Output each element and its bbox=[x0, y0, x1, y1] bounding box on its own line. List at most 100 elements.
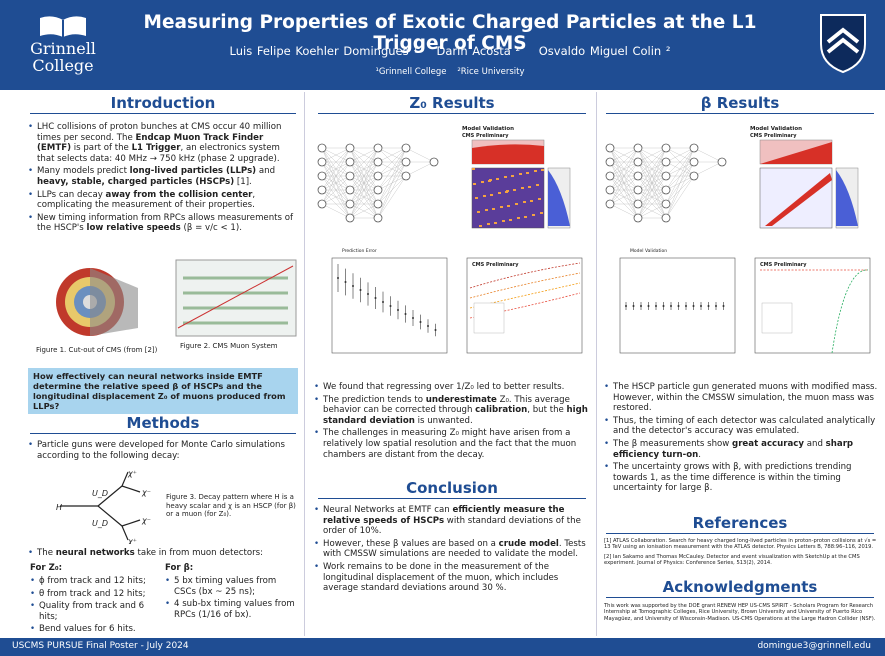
bold-run: underestimate bbox=[426, 395, 497, 405]
plot-shape bbox=[346, 158, 354, 166]
text-run: The bbox=[37, 548, 56, 558]
plot-shape bbox=[540, 212, 543, 214]
plot-shape bbox=[700, 305, 702, 307]
plot-shape bbox=[435, 329, 437, 331]
plot-shape bbox=[504, 176, 507, 178]
logo-line: College bbox=[22, 57, 104, 74]
author: Luis Felipe Koehler Domingues ¹ bbox=[230, 44, 418, 58]
decay-label: χ⁻ bbox=[141, 516, 151, 525]
bullet: Work remains to be done in the measureme… bbox=[314, 562, 590, 594]
plot-shape bbox=[634, 200, 642, 208]
plot-label: CMS Preliminary bbox=[750, 133, 797, 139]
plot-shape bbox=[346, 144, 354, 152]
decay-label: H bbox=[56, 503, 62, 512]
author: Osvaldo Miguel Colin ² bbox=[539, 44, 671, 58]
list-label: For Z₀: bbox=[30, 563, 62, 573]
plot-shape bbox=[473, 183, 476, 185]
plot-shape bbox=[690, 158, 698, 166]
bullet: However, these β values are based on a c… bbox=[314, 539, 590, 560]
text-run: The β measurements show bbox=[613, 439, 732, 449]
plot-shape bbox=[483, 195, 486, 197]
plot-shape bbox=[519, 173, 522, 175]
bullet-list: We found that regressing over 1/Z₀ led t… bbox=[314, 382, 590, 462]
result-plots: Model ValidationCMS PreliminaryPredictio… bbox=[312, 118, 592, 376]
section-heading: Acknowledgments bbox=[606, 578, 874, 598]
plot-shape bbox=[378, 148, 406, 190]
plot-shape bbox=[634, 214, 642, 222]
bullet: LLPs can decay away from the collision c… bbox=[28, 190, 298, 211]
section-heading: References bbox=[606, 514, 874, 534]
plot-shape bbox=[528, 186, 531, 188]
plot-shape bbox=[374, 158, 382, 166]
plot-shape bbox=[634, 144, 642, 152]
plot-shape bbox=[690, 144, 698, 152]
bullet-list: 5 bx timing values from CSCs (bx ~ 25 ns… bbox=[165, 576, 297, 622]
bullet-list: Particle guns were developed for Monte C… bbox=[28, 440, 298, 463]
footer-right: domingue3@grinnell.edu bbox=[757, 641, 871, 651]
plot-shape bbox=[402, 172, 410, 180]
research-question: How effectively can neural networks insi… bbox=[28, 368, 298, 414]
plot-shape bbox=[490, 194, 493, 196]
plot-shape bbox=[685, 305, 687, 307]
bullet: Many models predict long-lived particles… bbox=[28, 166, 298, 187]
text-run: is part of the bbox=[71, 143, 132, 153]
plot-shape bbox=[633, 305, 635, 307]
plot-shape bbox=[662, 214, 670, 222]
plot-shape bbox=[634, 186, 642, 194]
plot-label: CMS Preliminary bbox=[760, 262, 807, 268]
plot-shape bbox=[352, 285, 354, 287]
plot-shape bbox=[346, 214, 354, 222]
plot-shape bbox=[430, 158, 438, 166]
plot-shape bbox=[494, 222, 497, 224]
plot-label: Model Validation bbox=[750, 126, 802, 132]
section-heading: Introduction bbox=[30, 94, 296, 114]
plot-shape bbox=[477, 211, 480, 213]
plot-shape bbox=[496, 178, 499, 180]
plot-shape bbox=[648, 305, 650, 307]
references: [1] ATLAS Collaboration. Search for heav… bbox=[604, 538, 880, 567]
plot-shape bbox=[472, 168, 544, 228]
column-separator bbox=[304, 92, 305, 636]
plot-shape bbox=[318, 200, 326, 208]
bullet: The neural networks take in from muon de… bbox=[28, 548, 298, 559]
plot-shape bbox=[360, 289, 362, 291]
plot-shape bbox=[332, 258, 447, 353]
plot-label: CMS Preliminary bbox=[462, 133, 509, 139]
bullet: ϕ from track and 12 hits; bbox=[30, 576, 160, 587]
plot-shape bbox=[662, 172, 670, 180]
bullet: The uncertainty grows with β, with predi… bbox=[604, 462, 880, 494]
bullet: The HSCP particle gun generated muons wi… bbox=[604, 382, 880, 414]
plot-shape bbox=[521, 187, 524, 189]
plot-shape bbox=[378, 176, 406, 218]
plot-shape bbox=[511, 175, 514, 177]
text-run: take in from muon detectors: bbox=[135, 548, 263, 558]
bullet: The challenges in measuring Z₀ might hav… bbox=[314, 428, 590, 460]
decay-label: χ⁻ bbox=[141, 488, 151, 497]
plot-shape bbox=[625, 305, 627, 307]
plot-shape bbox=[678, 305, 680, 307]
affiliations: ¹Grinnell College ²Rice University bbox=[110, 67, 790, 77]
plot-shape bbox=[406, 148, 434, 162]
plot-shape bbox=[666, 148, 694, 190]
plot-shape bbox=[693, 305, 695, 307]
bullet: New timing information from RPCs allows … bbox=[28, 213, 298, 234]
plot-shape bbox=[318, 144, 326, 152]
text-run: [1]. bbox=[234, 177, 252, 187]
plot-shape bbox=[715, 305, 717, 307]
plot-shape bbox=[610, 204, 638, 218]
affiliation: ²Rice University bbox=[457, 67, 524, 77]
bullet: Thus, the timing of each detector was ca… bbox=[604, 416, 880, 437]
plot-shape bbox=[526, 172, 529, 174]
plot-shape bbox=[662, 144, 670, 152]
acknowledgments: This work was supported by the DOE grant… bbox=[604, 603, 880, 622]
bullet-list: Neural Networks at EMTF can efficiently … bbox=[314, 505, 590, 596]
plot-shape bbox=[318, 172, 326, 180]
decay-label: χ⁺ bbox=[127, 469, 137, 478]
plot-shape bbox=[694, 162, 722, 176]
plot-label: CMS Preliminary bbox=[472, 262, 519, 268]
plot-shape bbox=[517, 217, 520, 219]
text-run: Particle guns were developed for Monte C… bbox=[37, 440, 285, 461]
plot-shape bbox=[524, 216, 527, 218]
plot-shape bbox=[606, 172, 614, 180]
